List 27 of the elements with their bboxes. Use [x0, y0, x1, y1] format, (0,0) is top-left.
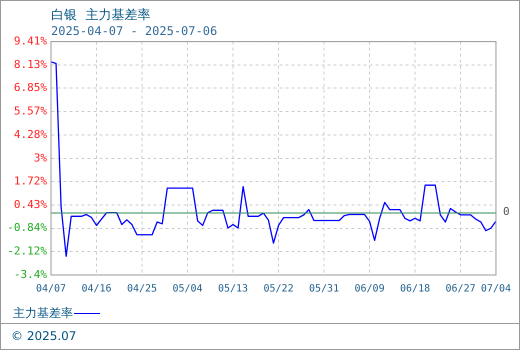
y-tick-label: -3.4% [14, 268, 48, 281]
x-tick-label: 05/31 [308, 284, 340, 295]
y-tick-label: 5.57% [14, 104, 48, 118]
x-tick-label: 06/27 [446, 284, 476, 295]
x-tick-label: 06/18 [400, 284, 430, 295]
legend-label: 主力基差率 [13, 305, 73, 322]
y-tick-label: 4.28% [14, 128, 48, 141]
y-tick-label: 1.72% [14, 174, 48, 188]
x-tick-label: 05/13 [218, 284, 248, 295]
y-tick-label: -0.84% [7, 221, 48, 234]
ref-line-label: 0 [502, 204, 510, 218]
chart-subtitle: 2025-04-07 - 2025-07-06 [51, 24, 218, 38]
y-tick-label: 0.43% [14, 198, 48, 212]
x-tick-label: 05/04 [172, 284, 203, 295]
x-tick-label: 04/25 [126, 284, 158, 295]
y-tick-label: 6.85% [14, 81, 48, 94]
y-tick-label: 3% [34, 151, 48, 164]
x-tick-label: 04/07 [36, 284, 66, 295]
x-tick-label: 06/09 [354, 284, 385, 295]
chart-title: 白银 主力基差率 [51, 7, 150, 24]
y-tick-label: 9.41% [14, 34, 48, 48]
x-tick-label: 04/16 [81, 284, 112, 295]
y-tick-label: -2.12% [7, 244, 48, 258]
x-tick-label: 05/22 [263, 284, 294, 295]
y-tick-label: 8.13% [14, 58, 48, 71]
x-tick-label: 07/04 [480, 284, 512, 295]
text: © 2025.07 [11, 329, 76, 343]
